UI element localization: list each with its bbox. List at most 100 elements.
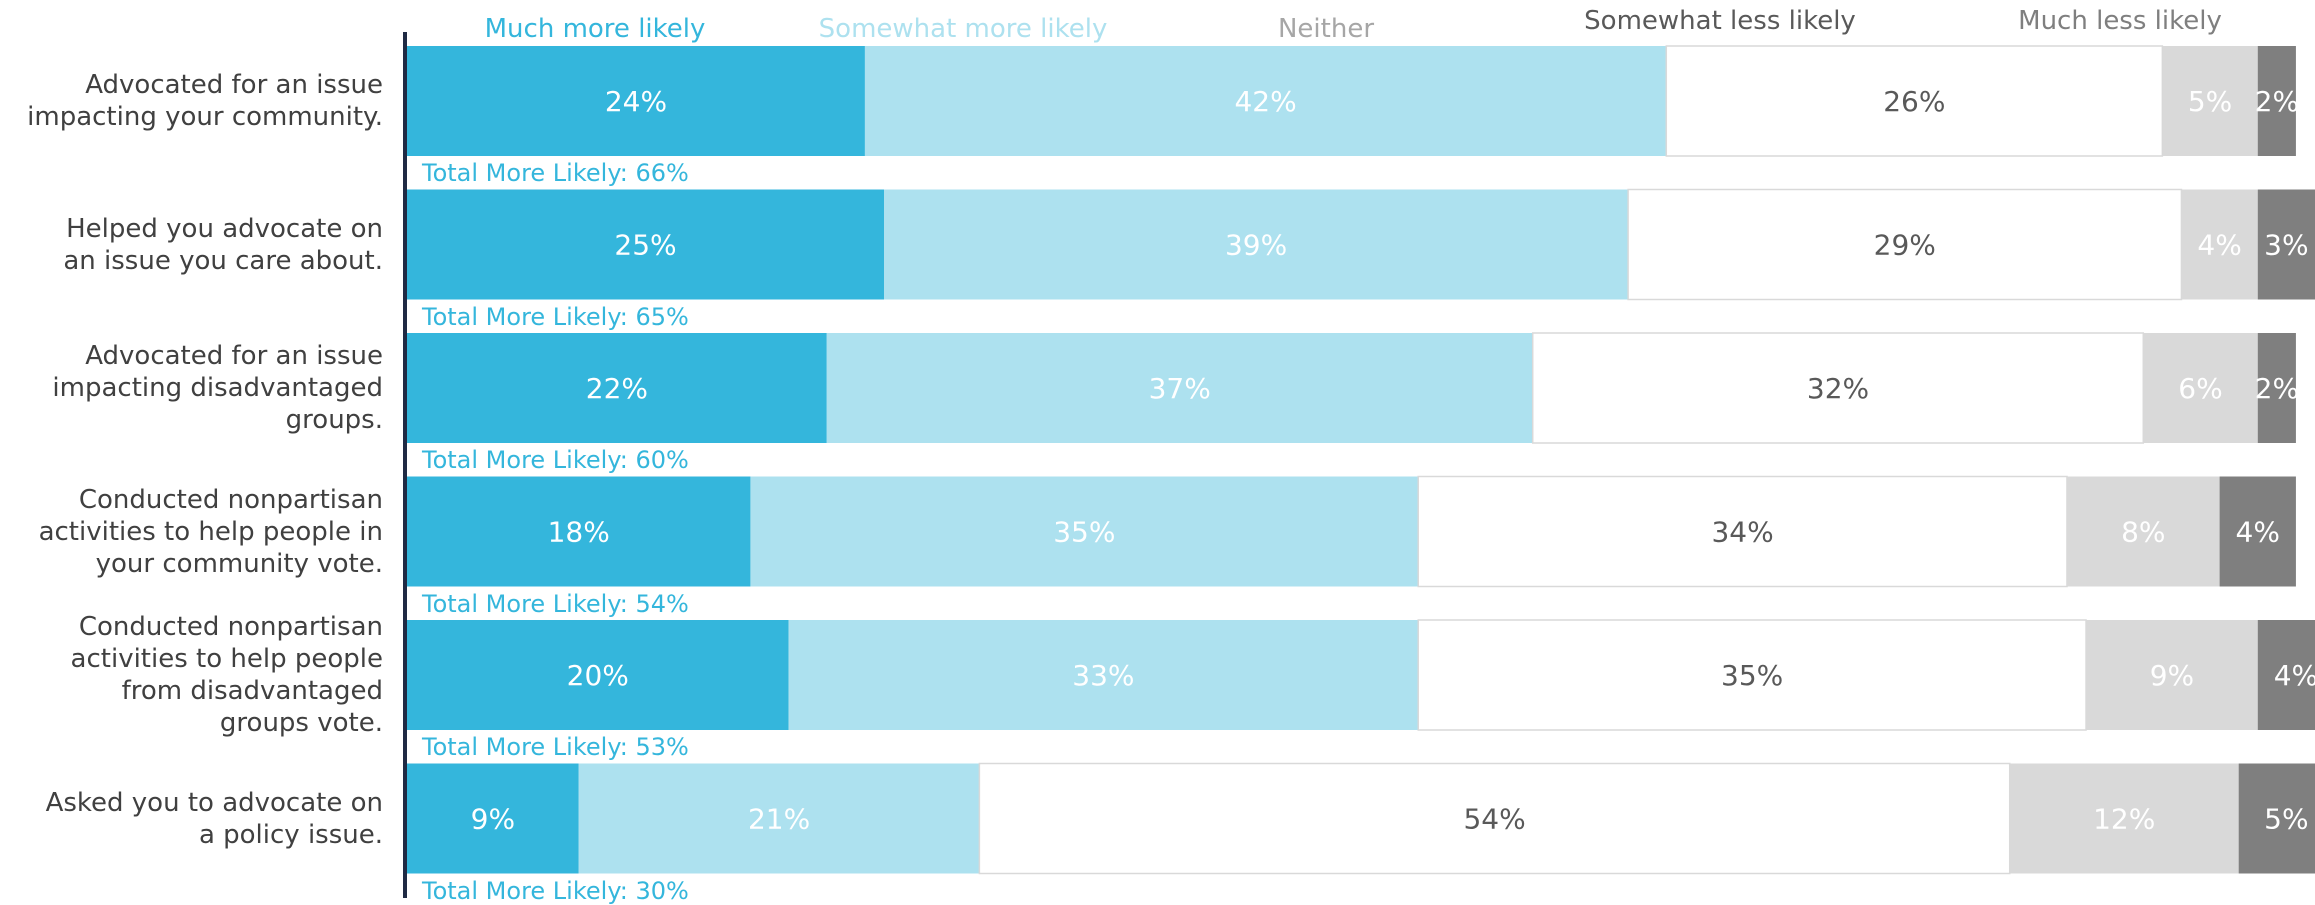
value-label-r1-s2: 29% [1874, 229, 1936, 262]
legend-item-3: Somewhat less likely [1584, 6, 1856, 36]
category-label-3: Conducted nonpartisan activities to help … [3, 484, 383, 580]
category-label-line: activities to help people [70, 644, 383, 674]
value-label-r1-s1: 39% [1225, 229, 1287, 262]
category-label-line: your community vote. [95, 548, 383, 579]
bar-segment-r0-s2 [1665, 45, 2164, 157]
legend-item-1: Somewhat more likely [818, 14, 1108, 44]
value-label-r0-s0: 24% [605, 85, 667, 118]
legend-item-4: Much less likely [2018, 6, 2222, 36]
bar-segment-r2-s1 [826, 333, 1533, 443]
bar-segment-r4-s1 [788, 620, 1419, 730]
bar-segment-r2-s4 [2257, 333, 2296, 443]
value-label-r3-s4: 4% [2236, 516, 2280, 549]
total-more-likely-1: Total More Likely: 65% [422, 303, 689, 331]
category-label-1: Helped you advocate on an issue you care … [3, 213, 383, 277]
category-label-line: an issue you care about. [63, 245, 383, 276]
value-label-r2-s2: 32% [1807, 372, 1869, 405]
category-label-line: groups vote. [219, 708, 383, 738]
category-label-line: activities to help people in [38, 516, 383, 547]
category-axis-line [403, 32, 407, 898]
value-label-r0-s4: 2% [2255, 85, 2299, 118]
total-prefix: Total More Likely: [422, 589, 636, 618]
category-label-line: impacting disadvantaged [52, 373, 383, 403]
bar-segment-r5-s0 [407, 763, 579, 874]
bar-segment-r4-s4 [2257, 620, 2315, 730]
total-value: 60% [635, 446, 689, 474]
bar-segment-r3-s1 [750, 476, 1419, 587]
bar-segment-r0-s3 [2162, 46, 2258, 156]
value-label-r2-s1: 37% [1149, 372, 1211, 405]
value-label-r4-s0: 20% [567, 659, 629, 692]
category-label-5: Asked you to advocate on a policy issue. [3, 787, 383, 851]
total-value: 30% [635, 876, 689, 905]
value-label-r0-s1: 42% [1234, 85, 1296, 118]
value-label-r5-s1: 21% [748, 803, 810, 836]
value-label-r4-s4: 4% [2274, 659, 2315, 692]
total-prefix: Total More Likely: [422, 159, 636, 187]
value-label-r0-s2: 26% [1883, 85, 1945, 118]
bar-segment-r0-s4 [2257, 46, 2296, 156]
bar-segment-r4-s3 [2086, 620, 2258, 730]
value-label-r5-s2: 54% [1463, 803, 1525, 836]
bar-segment-r1-s2 [1627, 188, 2183, 301]
value-label-r5-s4: 5% [2264, 803, 2308, 836]
total-value: 54% [635, 589, 689, 618]
total-value: 65% [635, 302, 689, 331]
bar-segment-r3-s3 [2066, 476, 2220, 587]
bar-segment-r3-s0 [407, 476, 751, 587]
legend-item-0: Much more likely [484, 14, 706, 44]
category-label-line: Helped you advocate on [66, 213, 383, 244]
bar-segment-r3-s4 [2219, 476, 2296, 587]
category-label-0: Advocated for an issue impacting your com… [3, 69, 383, 133]
value-label-r4-s3: 9% [2150, 659, 2194, 692]
category-label-line: Advocated for an issue [85, 70, 383, 100]
total-more-likely-0: Total More Likely: 66% [422, 159, 689, 187]
bar-segment-r2-s0 [407, 333, 827, 443]
bar-segment-r5-s2 [978, 762, 2011, 875]
total-prefix: Total More Likely: [422, 302, 636, 331]
value-label-r2-s0: 22% [586, 372, 648, 405]
value-label-r3-s1: 35% [1053, 516, 1115, 549]
total-value: 53% [635, 733, 689, 761]
value-label-r5-s0: 9% [471, 803, 515, 836]
total-prefix: Total More Likely: [422, 446, 636, 474]
value-label-r3-s3: 8% [2121, 516, 2165, 549]
value-label-r4-s1: 33% [1072, 659, 1134, 692]
bar-segment-r5-s3 [2009, 763, 2239, 874]
category-label-line: impacting your community. [27, 102, 383, 132]
category-label-4: Conducted nonpartisan activities to help … [3, 611, 383, 739]
total-value: 66% [635, 159, 689, 187]
category-label-line: Advocated for an issue [85, 341, 383, 371]
total-more-likely-5: Total More Likely: 30% [422, 877, 689, 905]
category-label-line: Asked you to advocate on [45, 787, 383, 818]
bar-segment-r3-s2 [1417, 475, 2068, 588]
bar-segment-r5-s1 [578, 763, 980, 874]
total-more-likely-3: Total More Likely: 54% [422, 590, 689, 618]
category-label-line: Conducted nonpartisan [78, 484, 383, 515]
category-label-line: groups. [285, 405, 383, 435]
category-label-2: Advocated for an issue impacting disadvan… [3, 340, 383, 436]
value-label-r1-s0: 25% [614, 229, 676, 262]
bar-segment-r1-s1 [884, 189, 1629, 300]
total-more-likely-2: Total More Likely: 60% [422, 446, 689, 474]
value-label-r3-s0: 18% [548, 516, 610, 549]
category-label-line: a policy issue. [198, 819, 383, 850]
total-prefix: Total More Likely: [422, 876, 636, 905]
bar-segment-r5-s4 [2238, 763, 2315, 874]
total-more-likely-4: Total More Likely: 53% [422, 733, 689, 761]
bar-segment-r1-s4 [2257, 189, 2315, 300]
value-label-r1-s4: 3% [2264, 229, 2308, 262]
value-label-r4-s2: 35% [1721, 659, 1783, 692]
bar-segment-r2-s2 [1531, 332, 2145, 444]
bar-segment-r1-s0 [407, 189, 884, 300]
bar-segment-r0-s0 [407, 46, 865, 156]
value-label-r5-s3: 12% [2093, 803, 2155, 836]
bar-segment-r2-s3 [2143, 333, 2258, 443]
category-label-line: Conducted nonpartisan [78, 612, 383, 642]
bar-segment-r0-s1 [864, 46, 1667, 156]
value-label-r1-s3: 4% [2197, 229, 2241, 262]
legend-item-2: Neither [1277, 14, 1375, 44]
category-label-line: from disadvantaged [121, 676, 383, 706]
